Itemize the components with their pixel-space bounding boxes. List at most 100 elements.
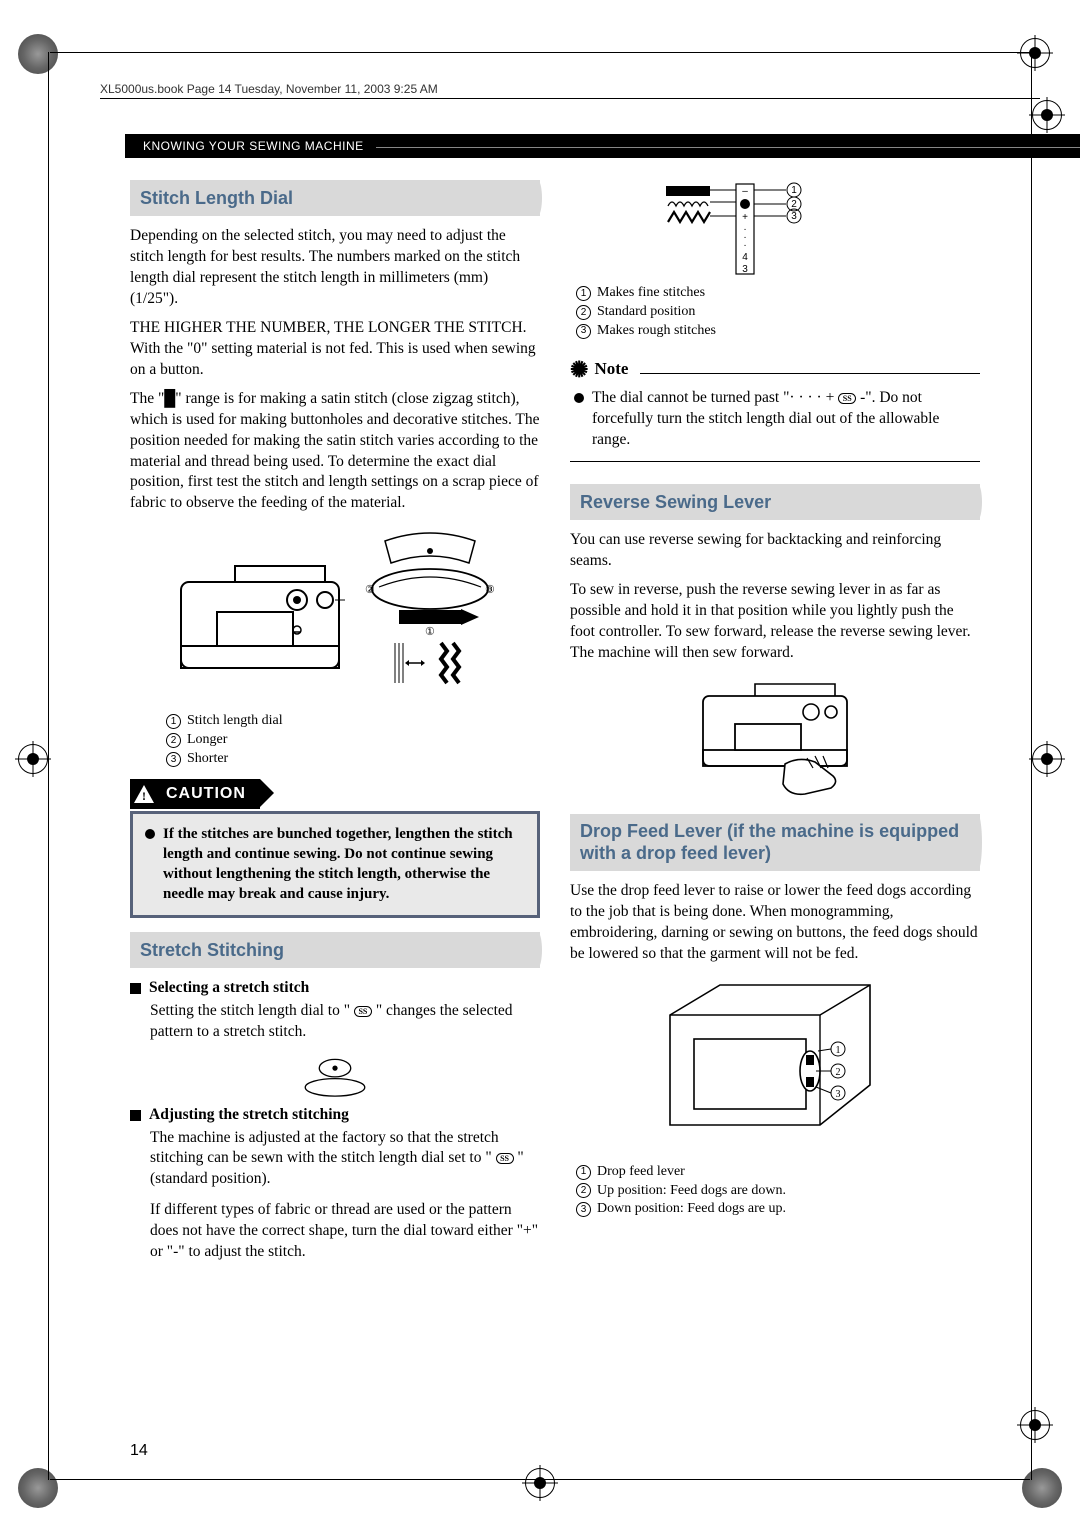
caution-box: If the stitches are bunched together, le… — [130, 811, 540, 918]
legend-stitch-length: 1 Stitch length dial 2 Longer 3 Shorter — [166, 712, 540, 769]
warning-icon: ! — [130, 779, 158, 809]
drop-feed-icon: 1 2 3 — [660, 975, 890, 1155]
c3: 3 — [576, 324, 591, 339]
svg-text:3: 3 — [836, 1089, 841, 1100]
para-sl-3: The "█" range is for making a satin stit… — [130, 389, 540, 515]
bullet-dot — [145, 829, 155, 839]
heading-drop-feed: Drop Feed Lever (if the machine is equip… — [570, 814, 980, 871]
legend1-0: Stitch length dial — [187, 712, 283, 731]
svg-text:1: 1 — [791, 185, 797, 196]
caution-text: If the stitches are bunched together, le… — [163, 824, 525, 905]
para-sl-2: THE HIGHER THE NUMBER, THE LONGER THE ST… — [130, 318, 540, 381]
sub2-p1: The machine is adjusted at the factory s… — [150, 1128, 540, 1191]
note-a: The dial cannot be turned past "· · · · … — [592, 389, 838, 406]
reg-mark-br2 — [1020, 1410, 1050, 1440]
subhead-adjust-stretch: Adjusting the stretch stitching — [130, 1105, 540, 1126]
dial-detail-icon: ② ③ ① — [365, 531, 495, 701]
d2: 2 — [576, 1183, 591, 1198]
ss-icon: SS — [354, 1006, 372, 1017]
legend1-2: Shorter — [187, 750, 228, 769]
section-band: KNOWING YOUR SEWING MACHINE — [125, 134, 1080, 158]
legend-drop-feed: 1Drop feed lever 2Up position: Feed dogs… — [576, 1163, 980, 1220]
caution-banner: ! CAUTION — [130, 779, 540, 809]
note-sun-icon: ✺ — [570, 355, 588, 385]
page-number: 14 — [130, 1442, 148, 1460]
svg-text:1: 1 — [836, 1045, 841, 1056]
reg-mark-tr — [1020, 38, 1050, 68]
note-box: The dial cannot be turned past "· · · · … — [570, 388, 980, 462]
circled-3: 3 — [166, 752, 181, 767]
drop-p1: Use the drop feed lever to raise or lowe… — [570, 881, 980, 965]
sub2-p2: If different types of fabric or thread a… — [150, 1200, 540, 1263]
note-bullet — [574, 393, 584, 403]
note-text: The dial cannot be turned past "· · · · … — [592, 388, 980, 451]
svg-text:2: 2 — [791, 199, 797, 210]
dial--sample-illustration: – + · · · 4 3 1 2 3 — [590, 180, 870, 280]
heading-stretch: Stretch Stitching — [130, 932, 540, 968]
circled-1: 1 — [166, 714, 181, 729]
caution-label: CAUTION — [158, 779, 260, 809]
svg-text:!: ! — [142, 789, 146, 803]
sub1-title: Selecting a stretch stitch — [149, 978, 309, 999]
legend1-1: Longer — [187, 731, 227, 750]
illustration-machine-dial: ① ② ③ ① — [130, 526, 540, 706]
crop-mark-tl — [0, 0, 60, 60]
note-heading: ✺ Note — [570, 355, 980, 385]
right-column: – + · · · 4 3 1 2 3 1M — [570, 180, 980, 1428]
header-meta-text: XL5000us.book Page 14 Tuesday, November … — [100, 82, 438, 96]
svg-text:3: 3 — [791, 211, 797, 222]
svg-text:①: ① — [425, 626, 435, 638]
legend2-2: Makes rough stitches — [597, 322, 716, 341]
reverse-lever-icon — [695, 676, 855, 796]
square-bullet-2 — [130, 1110, 141, 1121]
right-vline — [1031, 52, 1032, 1480]
svg-text:②: ② — [365, 584, 375, 596]
crop-mark-bl — [18, 1468, 58, 1508]
ss-icon-3: SS — [838, 393, 856, 404]
ss-icon-2: SS — [496, 1153, 514, 1164]
left-column: Stitch Length Dial Depending on the sele… — [130, 180, 540, 1428]
legend2-0: Makes fine stitches — [597, 284, 705, 303]
legend2-1: Standard position — [597, 303, 695, 322]
subhead-select-stretch: Selecting a stretch stitch — [130, 978, 540, 999]
square-bullet — [130, 983, 141, 994]
sub1a: Setting the stitch length dial to " — [150, 1002, 354, 1019]
heading-stitch-length: Stitch Length Dial — [130, 180, 540, 216]
reg-mark-bottom-center — [525, 1468, 555, 1498]
sub2-title: Adjusting the stretch stitching — [149, 1105, 349, 1126]
d1: 1 — [576, 1165, 591, 1180]
dial-small-icon — [300, 1053, 370, 1099]
legend3-2: Down position: Feed dogs are up. — [597, 1200, 786, 1219]
c2: 2 — [576, 305, 591, 320]
sewing-machine-icon: ① — [175, 546, 345, 686]
minus-label: – — [742, 186, 748, 197]
header-meta: XL5000us.book Page 14 Tuesday, November … — [100, 82, 1040, 99]
page-columns: Stitch Length Dial Depending on the sele… — [130, 180, 980, 1428]
reg-mark-mid-left — [18, 744, 48, 774]
rev-p2: To sew in reverse, push the reverse sewi… — [570, 580, 980, 664]
three-label: 3 — [742, 264, 748, 275]
plus-label: + — [742, 212, 748, 223]
band-text: KNOWING YOUR SEWING MACHINE — [143, 139, 364, 153]
stitch-sample-icon: – + · · · 4 3 1 2 3 — [590, 180, 870, 280]
crop-mark-br — [1022, 1468, 1062, 1508]
bottom-line — [50, 1479, 1030, 1480]
svg-text:2: 2 — [836, 1067, 841, 1078]
para-sl-1: Depending on the selected stitch, you ma… — [130, 226, 540, 310]
svg-text:·: · — [743, 240, 746, 251]
heading-reverse: Reverse Sewing Lever — [570, 484, 980, 520]
legend3-0: Drop feed lever — [597, 1163, 685, 1182]
sub1-text: Setting the stitch length dial to " SS "… — [150, 1001, 540, 1043]
d3: 3 — [576, 1202, 591, 1217]
reg-mark-right — [1032, 100, 1062, 130]
legend-stitch-sample: 1Makes fine stitches 2Standard position … — [576, 284, 980, 341]
reg-mark-mid-right — [1032, 744, 1062, 774]
left-vline — [48, 52, 49, 1480]
note-label: Note — [594, 358, 628, 381]
rev-p1: You can use reverse sewing for backtacki… — [570, 530, 980, 572]
c1: 1 — [576, 286, 591, 301]
svg-text:③: ③ — [485, 584, 495, 596]
sub2a: The machine is adjusted at the factory s… — [150, 1129, 499, 1167]
four-label: 4 — [742, 252, 748, 263]
circled-2: 2 — [166, 733, 181, 748]
